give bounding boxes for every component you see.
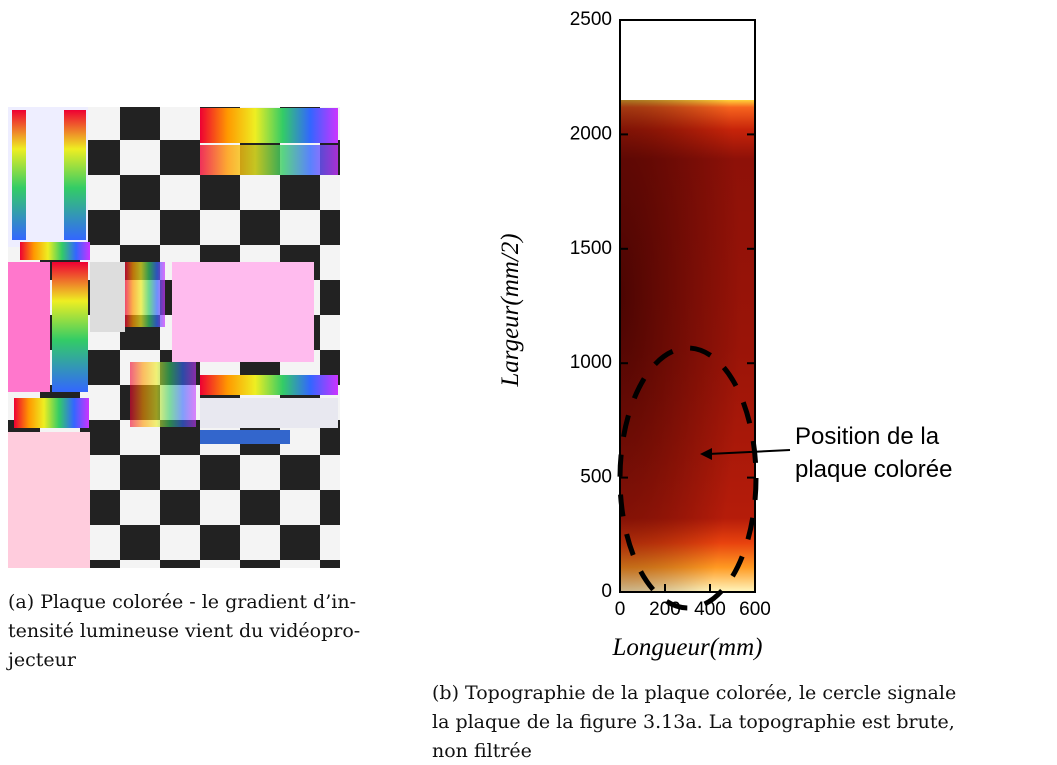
- heatmap-shade: [620, 100, 755, 592]
- caption-line: tensité lumineuse vient du vidéopro-: [8, 620, 360, 642]
- caption-line: la plaque de la figure 3.13a. La topogra…: [432, 711, 955, 733]
- arrow: [707, 449, 791, 455]
- caption-line: non filtrée: [432, 740, 532, 762]
- plate-circle: [617, 345, 759, 611]
- caption-b: (b) Topographie de la plaque colorée, le…: [432, 682, 956, 762]
- x-tick-label: 600: [739, 599, 771, 620]
- x-tick-label: 0: [615, 599, 626, 620]
- y-tick-label: 500: [580, 467, 612, 488]
- arrow-head: [700, 448, 712, 460]
- caption-line: jecteur: [6, 649, 77, 671]
- y-axis-label: Largeur(mm/2): [497, 233, 524, 387]
- annotation: plaque colorée: [795, 456, 952, 483]
- caption-line: (b) Topographie de la plaque colorée, le…: [432, 682, 956, 704]
- caption-line: (a) Plaque colorée - le gradient d’in-: [8, 591, 356, 613]
- photo: [8, 107, 340, 568]
- y-tick-label: 1000: [570, 352, 612, 373]
- annotation: Position de la: [795, 423, 940, 450]
- y-tick-label: 2000: [570, 123, 612, 144]
- x-axis-label: Longueur(mm): [612, 634, 763, 661]
- y-tick-label: 1500: [570, 238, 612, 259]
- plot-frame: [619, 19, 756, 593]
- caption-a: (a) Plaque colorée - le gradient d’in-te…: [6, 591, 360, 671]
- chart: 0 500 1000 1500 2000 2500 0 200 400 600 Longueur(m…: [497, 9, 952, 661]
- x-tick-label: 200: [649, 599, 681, 620]
- y-tick-label: 0: [601, 581, 612, 602]
- x-tick-label: 400: [694, 599, 726, 620]
- y-tick-label: 2500: [570, 9, 612, 30]
